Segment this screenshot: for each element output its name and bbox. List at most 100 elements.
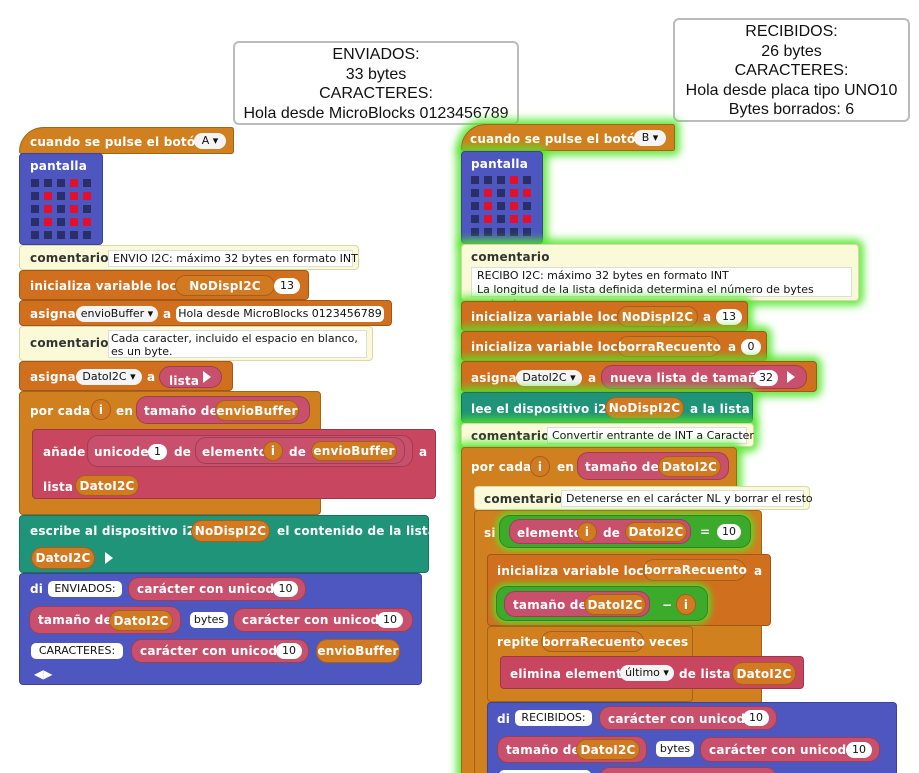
- led-off[interactable]: [31, 205, 39, 213]
- led-off[interactable]: [523, 228, 531, 236]
- led-off[interactable]: [484, 228, 492, 236]
- led-on[interactable]: [510, 215, 518, 223]
- say-block[interactable]: di RECIBIDOS: carácter con unicode 10 ta…: [487, 702, 897, 773]
- comment-text[interactable]: Detenerse en el carácter NL y borrar el …: [561, 490, 813, 507]
- led-off[interactable]: [31, 231, 39, 239]
- led-off[interactable]: [523, 202, 531, 210]
- display-block[interactable]: pantalla: [461, 151, 543, 244]
- number-input[interactable]: 0: [741, 339, 761, 355]
- led-on[interactable]: [70, 179, 78, 187]
- led-off[interactable]: [497, 176, 505, 184]
- led-off[interactable]: [484, 176, 492, 184]
- var-slot[interactable]: NoDispI2C: [191, 520, 270, 542]
- led-off[interactable]: [44, 231, 52, 239]
- var-slot[interactable]: envioBuffer: [215, 400, 299, 421]
- led-off[interactable]: [57, 179, 65, 187]
- led-on[interactable]: [484, 189, 492, 197]
- number-input[interactable]: 10: [743, 710, 769, 726]
- which-dropdown[interactable]: último ▾: [620, 665, 674, 681]
- var-slot[interactable]: DatoI2C: [625, 522, 687, 542]
- led-off[interactable]: [510, 228, 518, 236]
- number-input[interactable]: 10: [717, 524, 741, 540]
- led-on[interactable]: [70, 192, 78, 200]
- i2c-write-block[interactable]: escribe al dispositivo i2c NoDispI2C el …: [19, 515, 436, 573]
- var-slot[interactable]: borraRecuento: [643, 559, 747, 581]
- button-dropdown[interactable]: B ▾: [634, 130, 666, 146]
- var-slot[interactable]: DatoI2C: [109, 610, 173, 631]
- led-off[interactable]: [57, 192, 65, 200]
- number-input[interactable]: 13: [716, 309, 742, 325]
- expand-arrow-icon[interactable]: [787, 371, 795, 383]
- var-dropdown[interactable]: DatoI2C ▾: [76, 369, 142, 385]
- var-slot[interactable]: i: [263, 441, 283, 461]
- led-on[interactable]: [83, 218, 91, 226]
- led-off[interactable]: [83, 179, 91, 187]
- text-input[interactable]: ENVIADOS:: [48, 581, 122, 597]
- var-slot[interactable]: i: [676, 594, 696, 615]
- led-off[interactable]: [83, 231, 91, 239]
- delete-item-block[interactable]: elimina elemento último ▾ de lista DatoI…: [500, 656, 804, 689]
- led-on[interactable]: [484, 202, 492, 210]
- led-matrix[interactable]: [471, 176, 531, 236]
- led-on[interactable]: [70, 218, 78, 226]
- var-slot[interactable]: DatoI2C: [31, 547, 95, 569]
- led-off[interactable]: [523, 176, 531, 184]
- led-off[interactable]: [31, 192, 39, 200]
- var-slot[interactable]: DatoI2C: [576, 739, 640, 760]
- led-on[interactable]: [510, 202, 518, 210]
- text-input[interactable]: RECIBIDOS:: [515, 710, 592, 726]
- led-off[interactable]: [471, 202, 479, 210]
- assign-block[interactable]: asigna DatoI2C ▾ a nueva lista de tamaño…: [461, 361, 817, 392]
- comment-block[interactable]: comentario RECIBO I2C: máximo 32 bytes e…: [461, 244, 859, 310]
- led-off[interactable]: [497, 228, 505, 236]
- say-block[interactable]: di ENVIADOS: carácter con unicode 10 tam…: [19, 573, 422, 685]
- var-slot[interactable]: i: [530, 456, 550, 477]
- number-input[interactable]: 10: [276, 643, 302, 659]
- when-button-b-pressed-block[interactable]: cuando se pulse el botón B ▾: [461, 124, 675, 151]
- var-slot[interactable]: borraRecuento: [541, 631, 645, 652]
- led-on[interactable]: [83, 192, 91, 200]
- led-off[interactable]: [70, 231, 78, 239]
- var-slot[interactable]: borraRecuento: [617, 336, 721, 357]
- led-on[interactable]: [523, 189, 531, 197]
- display-block[interactable]: pantalla: [19, 153, 103, 245]
- led-on[interactable]: [44, 218, 52, 226]
- number-input[interactable]: 10: [377, 612, 403, 628]
- number-input[interactable]: 10: [273, 581, 298, 597]
- var-slot[interactable]: DatoI2C: [732, 662, 796, 685]
- var-dropdown[interactable]: DatoI2C ▾: [516, 370, 582, 386]
- comment-block[interactable]: comentario Cada caracter, incluido el es…: [19, 326, 373, 361]
- button-dropdown[interactable]: A ▾: [194, 133, 226, 149]
- var-slot[interactable]: DatoI2C: [584, 594, 646, 615]
- led-off[interactable]: [57, 205, 65, 213]
- led-off[interactable]: [497, 202, 505, 210]
- led-on[interactable]: [510, 176, 518, 184]
- led-on[interactable]: [484, 215, 492, 223]
- var-slot[interactable]: DatoI2C: [75, 475, 139, 496]
- var-slot[interactable]: envioBuffer: [311, 441, 397, 461]
- comment-block[interactable]: comentario Convertir entrante de INT a C…: [461, 423, 754, 447]
- comment-text[interactable]: RECIBO I2C: máximo 32 bytes en formato I…: [471, 267, 852, 310]
- text-input[interactable]: [499, 770, 591, 773]
- led-on[interactable]: [44, 192, 52, 200]
- add-to-list-block[interactable]: añade unicode 1 de elemento i de envioBu…: [32, 429, 436, 499]
- when-button-a-pressed-block[interactable]: cuando se pulse el botón A ▾: [19, 127, 234, 154]
- char-unicode-reporter[interactable]: [599, 767, 777, 773]
- collapse-arrows-icon[interactable]: ◀▶: [34, 667, 53, 681]
- var-slot[interactable]: NoDispI2C: [617, 306, 698, 327]
- led-off[interactable]: [497, 215, 505, 223]
- var-slot[interactable]: NoDispI2C: [605, 397, 684, 419]
- led-off[interactable]: [471, 215, 479, 223]
- expand-arrow-icon[interactable]: [105, 552, 113, 564]
- led-on[interactable]: [70, 205, 78, 213]
- init-local-variable-block[interactable]: inicializa variable local NoDispI2C a 13: [461, 301, 748, 331]
- var-slot[interactable]: NoDispI2C: [175, 275, 275, 296]
- number-input[interactable]: 13: [274, 278, 300, 294]
- init-local-variable-block[interactable]: inicializa variable local borraRecuento …: [487, 554, 771, 626]
- led-off[interactable]: [471, 189, 479, 197]
- led-off[interactable]: [471, 228, 479, 236]
- var-slot[interactable]: i: [91, 399, 111, 420]
- comment-text[interactable]: Cada caracter, incluido el espacio en bl…: [108, 330, 367, 358]
- text-input[interactable]: bytes: [190, 612, 228, 628]
